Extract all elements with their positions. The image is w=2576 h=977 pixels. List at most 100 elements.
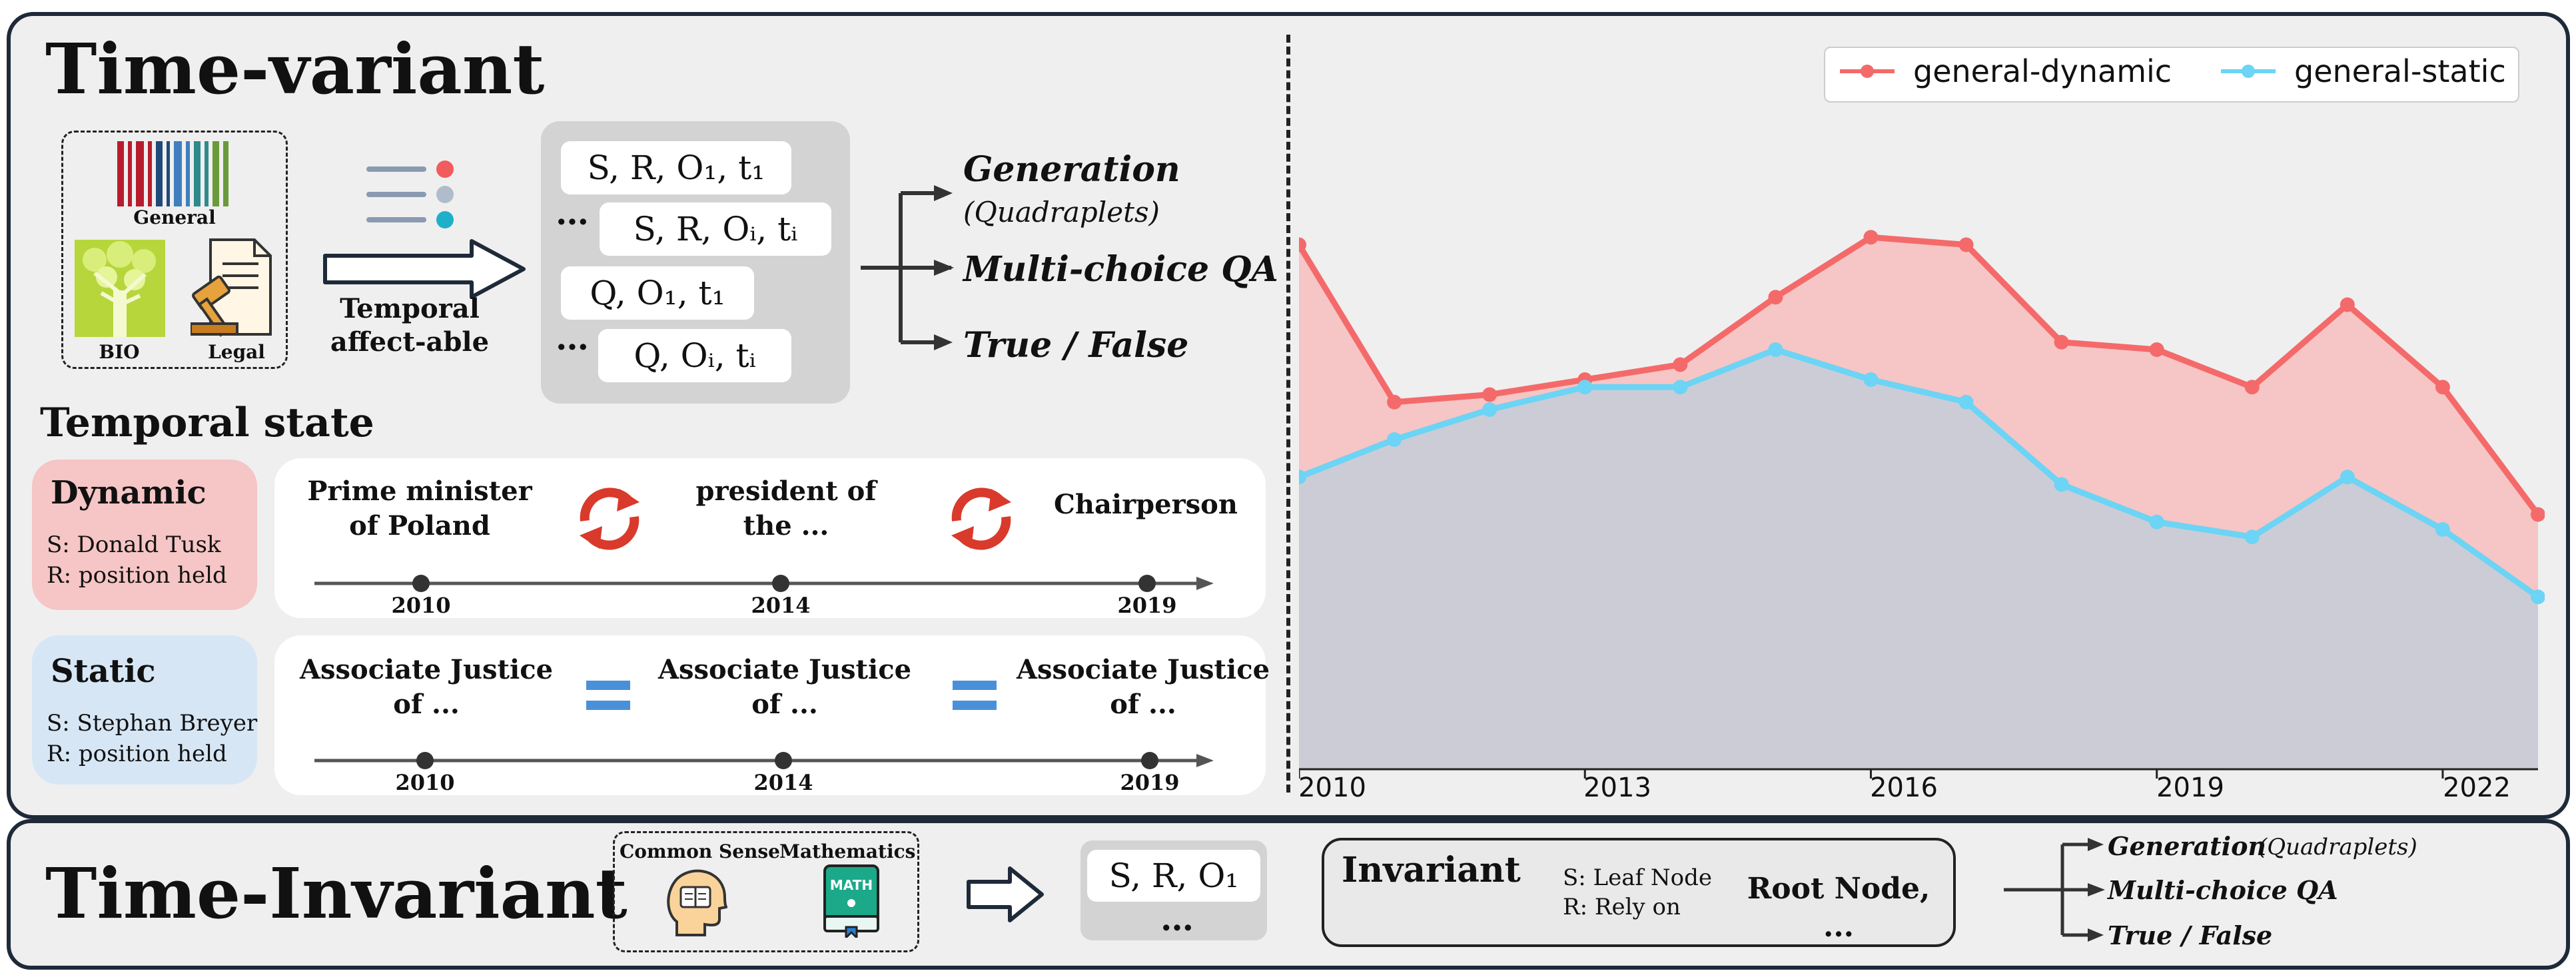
general-static-point [1768,342,1783,357]
math-icon-text: MATH [830,877,873,893]
general-dynamic-point [2531,507,2545,522]
general-dynamic-point [2054,334,2069,350]
general-static-point [2435,522,2450,537]
general-dynamic-point [2244,380,2260,395]
general-dynamic-point [1768,290,1783,305]
temporal-state-title: Temporal state [40,400,374,446]
general-dynamic-point [1958,237,1974,252]
general-static-point [2531,589,2545,605]
static-card [32,635,257,785]
general-static-line [1299,346,2540,599]
general-static-point [1482,402,1498,417]
invariant-output-generation: Generation [2108,831,2267,861]
general-static-area [1299,350,2538,769]
static-year-3: 2019 [1120,770,1180,795]
invariant-output-mcqa: Multi-choice QA [2108,875,2338,905]
general-dynamic-line [1299,234,2541,517]
static-relation: R: position held [47,741,227,767]
arrow-label-line1: Temporal [340,293,480,324]
general-dynamic-point [2340,297,2355,312]
static-timeline-axis [314,752,1214,769]
invariant-arrow-icon [967,866,1044,922]
math-book-icon: MATH [823,864,879,938]
dynamic-card [32,460,257,610]
time-variant-title: Time-variant [45,28,545,110]
legend-label-dynamic: general-dynamic [1913,53,2172,89]
general-static-point [2054,477,2069,492]
general-static-point [1387,432,1402,447]
dynamic-event-2: president of the ... [695,476,877,541]
invariant-branch-arrows [2004,838,2105,942]
triple-ellipsis: … [1160,899,1194,938]
general-static-point [1863,372,1879,387]
invariant-value: Root Node, ... [1747,872,1931,944]
refresh-icon [580,488,640,550]
legend-swatch-dynamic [1840,65,1895,78]
invariant-relation: R: Rely on [1563,894,1681,920]
source-bio-label: BIO [99,341,140,363]
quad-ellipsis-1: … [556,193,589,232]
invariant-sources-box [613,831,919,952]
equals-icon-bar-top [953,681,997,690]
dynamic-event-3: Chairperson [1054,489,1238,520]
general-static-point [1673,380,1688,395]
legend-swatch-static [2221,65,2276,78]
equals-icon-bar-bottom [953,701,997,710]
dynamic-timeline-axis [314,575,1214,592]
output-true-false: True / False [963,325,1189,366]
dynamic-year-3: 2019 [1117,593,1177,618]
bio-tree-icon [75,240,165,337]
general-dynamic-point [1673,357,1688,372]
x-tick-label: 2010 [1298,773,1366,803]
dynamic-name: Dynamic [51,474,207,511]
static-event-3: Associate Justice of ... [1016,654,1270,720]
general-dynamic-point [1387,394,1402,410]
time-invariant-panel [7,819,2570,970]
general-dynamic-point [1863,230,1879,245]
general-static-point [1299,470,1306,485]
dynamic-relation: R: position held [47,562,227,589]
source-common-sense-label: Common Sense [620,840,780,862]
dynamic-year-2: 2014 [751,593,811,618]
source-mathematics-label: Mathematics [779,840,916,862]
quad-ellipsis-2: … [556,318,589,358]
general-dynamic-point [1482,387,1498,402]
dynamic-year-1: 2010 [391,593,451,618]
general-barcode-icon [117,141,228,206]
time-invariant-title: Time-Invariant [45,852,628,934]
static-name: Static [51,653,156,690]
temporal-list-icon [366,161,454,228]
x-tick-label: 2019 [2156,773,2224,803]
general-static-point [2340,470,2355,485]
legend-label-static: general-static [2294,53,2506,89]
static-year-1: 2010 [395,770,455,795]
legal-gavel-icon [191,238,272,337]
invariant-output-generation-sub: (Quadraplets) [2258,834,2417,860]
output-mcqa: Multi-choice QA [963,249,1278,290]
source-legal-label: Legal [208,341,265,363]
static-year-2: 2014 [753,770,813,795]
static-event-2: Associate Justice of ... [657,654,912,720]
quad-row-3: Q, O₁, t₁ [561,266,754,320]
arrow-label-line2: affect-able [330,326,490,358]
equals-icon-bar-bottom [586,701,630,710]
output-generation: Generation [963,149,1180,190]
static-subject: S: Stephan Breyer [47,710,258,737]
general-dynamic-point [2149,342,2164,357]
triple-row: S, R, O₁ [1087,850,1260,902]
temporal-arrow-icon [323,239,526,299]
invariant-card [1322,838,1956,947]
output-generation-sub: (Quadraplets) [963,196,1160,228]
branch-arrows [861,185,954,350]
equals-icon-bar-top [586,681,630,690]
variant-sources-box [61,131,288,369]
general-static-point [1577,380,1593,395]
static-timeline-card [274,635,1266,795]
general-dynamic-point [1299,237,1306,252]
quad-row-1: S, R, O₁, t₁ [561,141,791,194]
brain-head-icon [667,869,727,936]
general-dynamic-point [2435,380,2450,395]
chart-legend [1824,47,2519,103]
x-tick-label: 2016 [1870,773,1938,803]
dynamic-subject: S: Donald Tusk [47,531,221,558]
